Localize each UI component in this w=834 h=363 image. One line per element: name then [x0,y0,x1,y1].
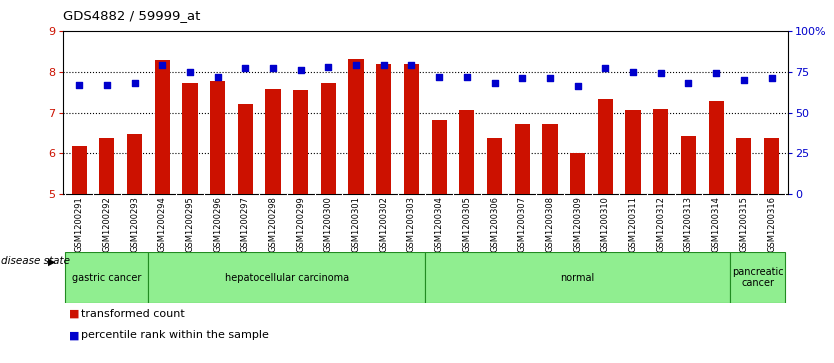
Bar [293,90,309,194]
Text: GSM1200306: GSM1200306 [490,196,499,252]
Bar [764,138,779,194]
Text: GSM1200295: GSM1200295 [185,196,194,252]
Text: GSM1200293: GSM1200293 [130,196,139,252]
Point [183,69,197,75]
Text: hepatocellular carcinoma: hepatocellular carcinoma [225,273,349,283]
Text: disease state: disease state [1,256,70,266]
Point [515,75,529,81]
Bar [460,110,475,194]
Text: pancreatic
cancer: pancreatic cancer [732,267,783,289]
Text: transformed count: transformed count [81,309,184,319]
Bar [154,60,170,194]
Point [266,65,279,71]
Text: GSM1200308: GSM1200308 [545,196,555,252]
Bar [148,252,425,303]
Point [239,65,252,71]
Bar [626,110,641,194]
Text: normal: normal [560,273,595,283]
Text: GSM1200315: GSM1200315 [739,196,748,252]
Bar [99,138,114,194]
Text: GSM1200314: GSM1200314 [711,196,721,252]
Bar [72,146,87,194]
Text: GSM1200301: GSM1200301 [352,196,360,252]
Bar [653,109,668,194]
Bar [542,124,558,194]
Point [488,80,501,86]
Text: GSM1200297: GSM1200297 [241,196,250,252]
Text: ■: ■ [69,309,80,319]
Point [433,74,446,79]
Point [654,70,667,76]
Point [543,75,556,81]
Text: ▶: ▶ [48,256,55,266]
Point [404,62,418,68]
Point [211,74,224,79]
Point [349,62,363,68]
Bar [730,252,786,303]
Text: GSM1200296: GSM1200296 [214,196,222,252]
Text: GSM1200304: GSM1200304 [435,196,444,252]
Text: GDS4882 / 59999_at: GDS4882 / 59999_at [63,9,200,22]
Point [571,83,585,89]
Bar [376,64,391,194]
Text: GSM1200291: GSM1200291 [75,196,83,252]
Text: GSM1200300: GSM1200300 [324,196,333,252]
Bar [321,83,336,194]
Text: GSM1200312: GSM1200312 [656,196,666,252]
Bar [681,136,696,194]
Bar [487,138,502,194]
Text: ■: ■ [69,330,80,340]
Point [322,64,335,70]
Bar [349,58,364,194]
Bar [736,138,751,194]
Point [100,82,113,87]
Point [710,70,723,76]
Bar [127,134,142,194]
Point [737,77,751,83]
Bar [265,89,280,194]
Text: GSM1200303: GSM1200303 [407,196,416,252]
Text: GSM1200307: GSM1200307 [518,196,527,252]
Text: GSM1200309: GSM1200309 [573,196,582,252]
Point [377,62,390,68]
Bar [570,153,585,194]
Point [599,65,612,71]
Bar [515,124,530,194]
Text: GSM1200299: GSM1200299 [296,196,305,252]
Bar [598,99,613,194]
Point [765,75,778,81]
Bar [425,252,730,303]
Text: GSM1200313: GSM1200313 [684,196,693,252]
Text: GSM1200310: GSM1200310 [600,196,610,252]
Text: GSM1200292: GSM1200292 [103,196,112,252]
Point [294,67,308,73]
Bar [238,103,253,194]
Bar [210,81,225,194]
Text: GSM1200298: GSM1200298 [269,196,278,252]
Point [460,74,474,79]
Text: GSM1200302: GSM1200302 [379,196,389,252]
Bar [183,83,198,194]
Text: GSM1200305: GSM1200305 [462,196,471,252]
Bar [65,252,148,303]
Text: GSM1200294: GSM1200294 [158,196,167,252]
Point [73,82,86,87]
Point [156,62,169,68]
Text: gastric cancer: gastric cancer [73,273,142,283]
Text: percentile rank within the sample: percentile rank within the sample [81,330,269,340]
Text: GSM1200311: GSM1200311 [629,196,637,252]
Point [681,80,695,86]
Bar [431,120,447,194]
Bar [404,64,420,194]
Point [626,69,640,75]
Bar [709,101,724,194]
Point [128,80,141,86]
Text: GSM1200316: GSM1200316 [767,196,776,252]
